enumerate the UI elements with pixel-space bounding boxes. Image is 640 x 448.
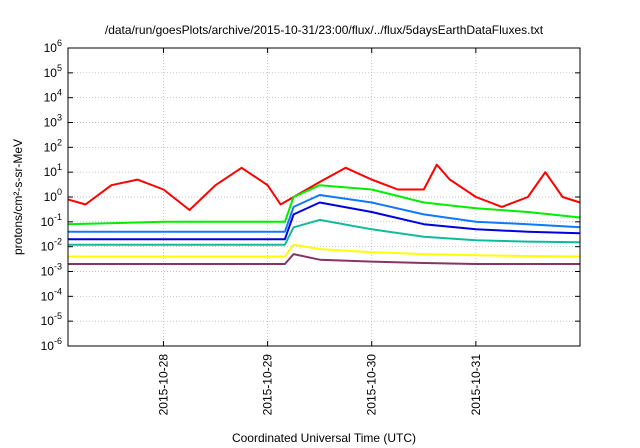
series-line-5 (68, 218, 581, 246)
series-line-3 (68, 194, 581, 233)
y-tick-label: 100 (44, 187, 62, 204)
y-tick-label: 102 (44, 137, 62, 154)
y-axis-label: protons/cm²-s-sr-MeV (11, 139, 25, 255)
x-tick-label: 2015-10-31 (469, 354, 483, 416)
series-line-4 (68, 201, 581, 241)
series-line-1 (67, 163, 581, 211)
y-tick-label: 10-2 (41, 237, 62, 254)
y-tick-label: 101 (44, 162, 62, 179)
series-line-7 (68, 253, 580, 265)
y-axis-ticks: 10-6 10-5 10-4 10-3 10-2 10-1 100 101 102 103 104 1… (41, 38, 580, 353)
y-tick-label: 10-4 (41, 286, 62, 303)
y-tick-label: 10-5 (41, 311, 62, 328)
y-tick-label: 10-1 (41, 212, 62, 229)
y-tick-label: 10-6 (41, 336, 62, 353)
x-tick-label: 2015-10-30 (365, 354, 379, 416)
x-tick-label: 2015-10-29 (261, 354, 275, 416)
chart-title: /data/run/goesPlots/archive/2015-10-31/2… (105, 23, 544, 37)
x-axis-label: Coordinated Universal Time (UTC) (232, 431, 416, 445)
y-tick-label: 105 (44, 63, 62, 80)
x-tick-label: 2015-10-28 (156, 354, 170, 416)
y-tick-label: 106 (44, 38, 62, 55)
x-axis-ticks: 2015-10-28 2015-10-29 2015-10-30 2015-10-31 (156, 48, 483, 416)
series-group (67, 163, 581, 265)
series-line-2 (67, 184, 581, 226)
y-tick-label: 10-3 (41, 262, 62, 279)
grid-lines (68, 47, 580, 347)
y-tick-label: 103 (44, 113, 62, 130)
y-tick-label: 104 (44, 88, 62, 105)
series-line-6 (68, 243, 581, 258)
